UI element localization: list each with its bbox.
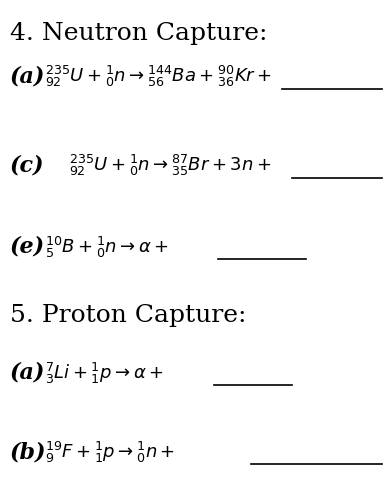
Text: 5. Proton Capture:: 5. Proton Capture: (10, 304, 246, 327)
Text: (e): (e) (10, 236, 45, 258)
Text: $^{7}_{3}Li+^{1}_{1}p \rightarrow \alpha +$: $^{7}_{3}Li+^{1}_{1}p \rightarrow \alpha… (45, 361, 163, 385)
Text: $^{10}_{5}B+^{1}_{0}n \rightarrow \alpha +$: $^{10}_{5}B+^{1}_{0}n \rightarrow \alpha… (45, 235, 169, 259)
Text: $^{19}_{9}F+^{1}_{1}p\rightarrow^{1}_{0}n +$: $^{19}_{9}F+^{1}_{1}p\rightarrow^{1}_{0}… (45, 440, 175, 464)
Text: (a): (a) (10, 362, 45, 384)
Text: (b): (b) (10, 441, 46, 463)
Text: $^{235}_{92}U+^{1}_{0}n\rightarrow^{144}_{56}Ba+^{90}_{36}Kr +$: $^{235}_{92}U+^{1}_{0}n\rightarrow^{144}… (45, 64, 272, 89)
Text: $^{235}_{92}U+^{1}_{0}n\rightarrow^{87}_{35}Br + 3n +$: $^{235}_{92}U+^{1}_{0}n\rightarrow^{87}_… (69, 153, 271, 178)
Text: (a): (a) (10, 66, 45, 87)
Text: (c): (c) (10, 155, 44, 176)
Text: 4. Neutron Capture:: 4. Neutron Capture: (10, 22, 267, 45)
